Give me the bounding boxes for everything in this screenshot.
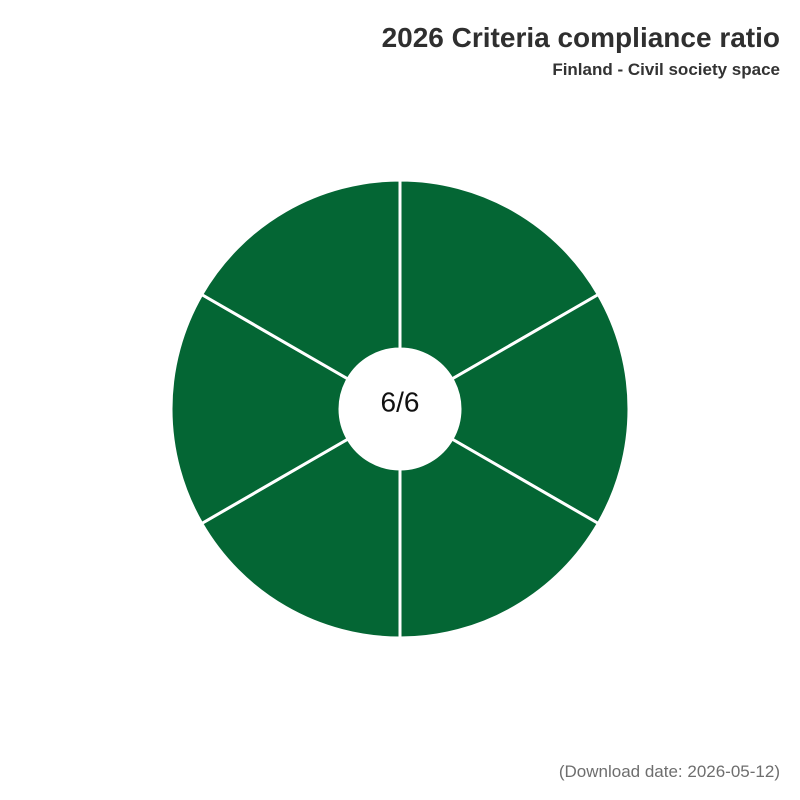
- chart-subtitle: Finland - Civil society space: [552, 60, 780, 79]
- donut-segment-6: [200, 178, 402, 381]
- chart-title: 2026 Criteria compliance ratio: [381, 22, 780, 53]
- download-date: (Download date: 2026-05-12): [558, 762, 780, 781]
- donut-segment-5: [169, 293, 350, 525]
- donut-segments: [169, 178, 631, 640]
- donut-segment-3: [398, 437, 600, 640]
- compliance-ratio-label: 6/6: [381, 386, 420, 417]
- donut-segment-2: [450, 293, 631, 525]
- donut-segment-4: [200, 437, 402, 640]
- donut-segment-1: [398, 178, 600, 381]
